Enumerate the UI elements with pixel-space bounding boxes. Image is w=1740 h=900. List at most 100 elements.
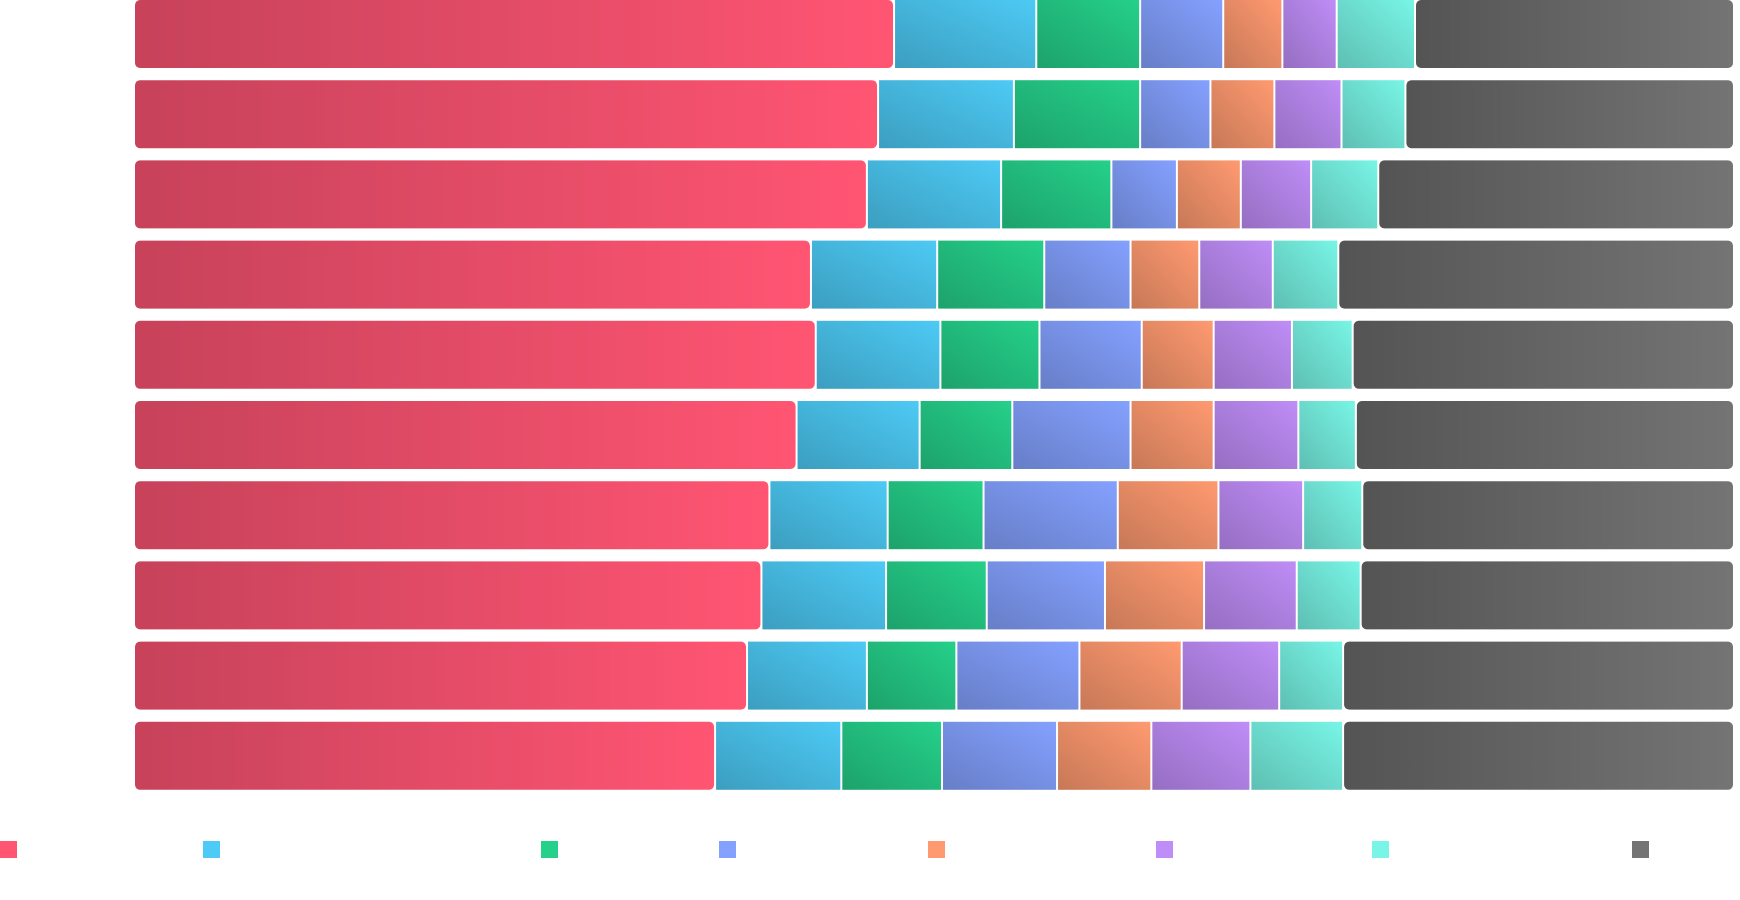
bar-segment (1312, 160, 1378, 229)
bar-segment (867, 641, 956, 710)
bar-row (135, 240, 1733, 309)
bar-segment (920, 401, 1012, 469)
bar-segment (1379, 160, 1733, 229)
bar-row (135, 721, 1733, 790)
bar-segment (888, 481, 983, 550)
bar-segment (1177, 160, 1240, 229)
bar-segment (1344, 641, 1733, 710)
bar-row (135, 641, 1733, 710)
bar-segment (1211, 80, 1274, 149)
bar-segment (1013, 401, 1130, 469)
bar-segment (1214, 320, 1291, 389)
legend-swatch (1156, 841, 1173, 858)
bar-segment (1037, 0, 1140, 68)
bar-segment (135, 240, 810, 309)
legend (0, 841, 1649, 858)
bar-segment (816, 320, 940, 389)
bar-row (135, 80, 1733, 149)
bar-segment (1224, 0, 1282, 68)
bar-segment (797, 401, 919, 469)
legend-swatch (541, 841, 558, 858)
bar-segment (135, 721, 715, 790)
bar-segment (1040, 320, 1141, 389)
bar-segment (1058, 721, 1151, 790)
bar-segment (1141, 80, 1210, 149)
bar-row (135, 160, 1733, 229)
bar-segment (867, 160, 1001, 229)
bar-row (135, 320, 1733, 389)
bar-segment (135, 641, 747, 710)
bar-segment (135, 401, 796, 469)
legend-swatch (1632, 841, 1649, 858)
bar-segment (1353, 320, 1733, 389)
bar-segment (1304, 481, 1362, 550)
bar-segment (1363, 481, 1733, 550)
bar-segment (770, 481, 887, 550)
bar-segment (811, 240, 937, 309)
bar-segment (942, 721, 1057, 790)
legend-swatch (0, 841, 17, 858)
bar-segment (135, 80, 878, 149)
bars-layer (135, 0, 1733, 790)
bar-row (135, 561, 1733, 630)
bar-segment (1045, 240, 1130, 309)
bar-segment (938, 240, 1044, 309)
bar-segment (1337, 0, 1414, 68)
bar-segment (716, 721, 841, 790)
legend-swatch (1372, 841, 1389, 858)
bar-segment (1406, 80, 1733, 149)
legend-swatch (928, 841, 945, 858)
bar-segment (1219, 481, 1303, 550)
bar-segment (1356, 401, 1733, 469)
bar-segment (135, 561, 761, 630)
bar-segment (984, 481, 1117, 550)
bar-segment (1273, 240, 1338, 309)
bar-segment (1112, 160, 1176, 229)
bar-segment (957, 641, 1079, 710)
bar-segment (135, 481, 769, 550)
bar-segment (1283, 0, 1336, 68)
bar-row (135, 401, 1733, 469)
bar-segment (1299, 401, 1355, 469)
bar-segment (1361, 561, 1733, 630)
bar-segment (1214, 401, 1298, 469)
bar-segment (895, 0, 1036, 68)
bar-row (135, 481, 1733, 550)
bar-segment (1342, 80, 1405, 149)
bar-segment (1080, 641, 1181, 710)
legend-swatch (719, 841, 736, 858)
bar-segment (1339, 240, 1733, 309)
bar-segment (1131, 401, 1213, 469)
bar-segment (748, 641, 866, 710)
bar-segment (879, 80, 1013, 149)
bar-segment (1205, 561, 1296, 630)
bar-segment (987, 561, 1104, 630)
bar-segment (1152, 721, 1250, 790)
bar-segment (135, 160, 866, 229)
bar-segment (1141, 0, 1223, 68)
bar-segment (941, 320, 1039, 389)
bar-segment (1142, 320, 1213, 389)
bar-segment (1416, 0, 1733, 68)
bar-segment (762, 561, 886, 630)
bar-segment (1292, 320, 1352, 389)
bar-segment (1297, 561, 1360, 630)
bar-segment (1275, 80, 1341, 149)
bar-segment (1241, 160, 1311, 229)
bar-segment (1105, 561, 1204, 630)
bar-segment (842, 721, 941, 790)
bar-segment (1344, 721, 1733, 790)
bar-segment (1182, 641, 1279, 710)
bar-row (135, 0, 1733, 68)
bar-segment (1131, 240, 1199, 309)
bar-segment (1251, 721, 1343, 790)
bar-segment (135, 0, 894, 68)
bar-segment (1280, 641, 1343, 710)
bar-segment (1002, 160, 1111, 229)
bar-segment (135, 320, 815, 389)
bar-segment (1200, 240, 1272, 309)
bar-segment (1118, 481, 1218, 550)
bar-segment (887, 561, 986, 630)
